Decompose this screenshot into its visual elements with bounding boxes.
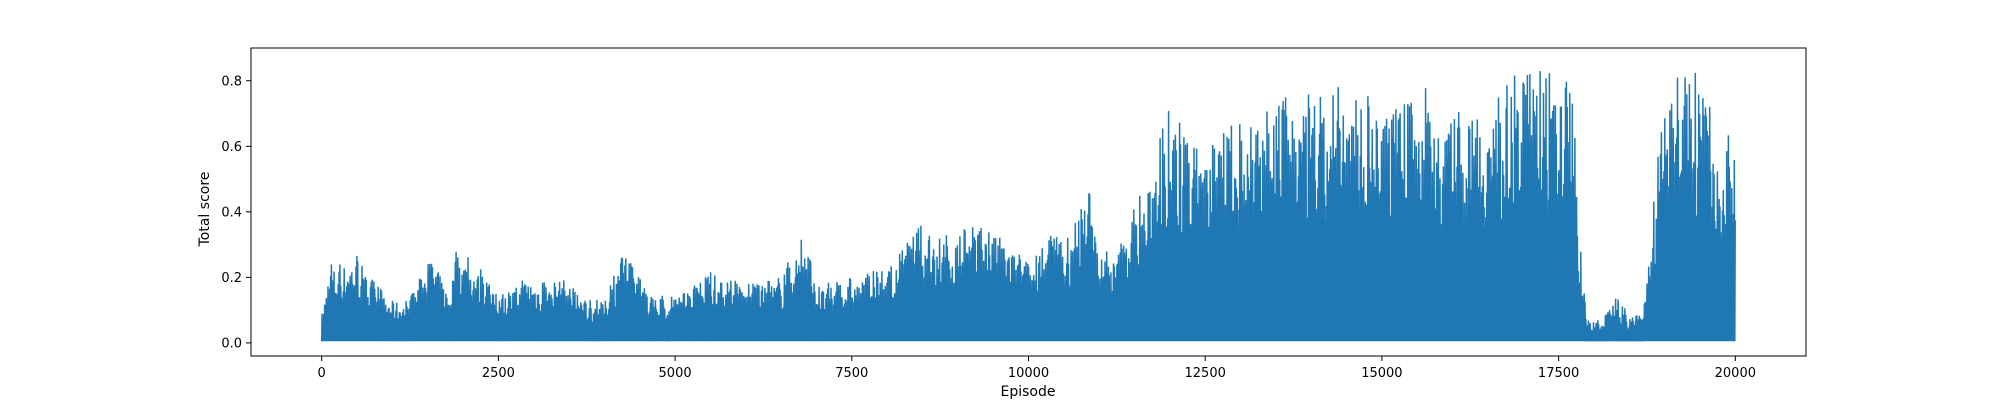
x-tick-label: 2500: [482, 366, 515, 381]
y-tick-label: 0.8: [221, 74, 242, 89]
axes: 0 2500 5000 7500 10000 12500 15000 17500 20000 0.…: [221, 47, 1807, 381]
y-tick-label: 0.6: [221, 140, 242, 155]
x-tick-label: 17500: [1538, 366, 1579, 381]
y-tick-label: 0.0: [221, 336, 242, 351]
plot-area: [320, 71, 1736, 342]
x-tick-label: 0: [318, 366, 326, 381]
x-tick-label: 5000: [659, 366, 692, 381]
y-tick-label: 0.2: [221, 271, 242, 286]
x-tick-label: 20000: [1715, 366, 1756, 381]
x-tick-label: 12500: [1185, 366, 1226, 381]
y-tick-label: 0.4: [221, 205, 242, 220]
x-tick-label: 10000: [1008, 366, 1049, 381]
x-tick-label: 7500: [835, 366, 868, 381]
x-tick-label: 15000: [1361, 366, 1402, 381]
x-axis-label: Episode: [1001, 384, 1056, 400]
score-series-line: [320, 71, 1736, 342]
y-axis-label: Total score: [197, 172, 213, 248]
